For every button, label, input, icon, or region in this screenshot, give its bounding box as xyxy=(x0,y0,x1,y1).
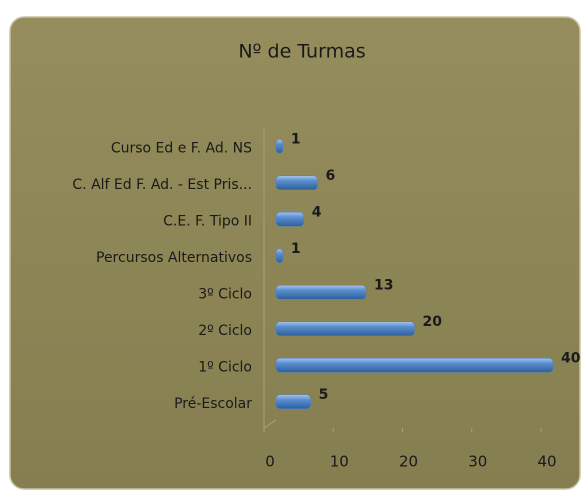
y-tick-label: Curso Ed e F. Ad. NS xyxy=(111,140,252,156)
value-label: 13 xyxy=(374,277,393,293)
bar xyxy=(275,139,284,154)
value-label: 5 xyxy=(319,387,329,403)
x-tick-label: 40 xyxy=(537,453,556,471)
bar xyxy=(275,394,311,409)
x-tick-label: 30 xyxy=(468,453,487,471)
value-label: 4 xyxy=(312,204,322,220)
y-tick-label: Pré-Escolar xyxy=(174,396,252,412)
value-label: 40 xyxy=(561,350,581,366)
bar xyxy=(275,248,284,263)
bar xyxy=(275,212,304,227)
bar xyxy=(275,285,367,300)
axis-depth xyxy=(263,419,277,429)
bar xyxy=(275,358,554,373)
y-tick-label: C. Alf Ed F. Ad. - Est Pris... xyxy=(72,177,252,193)
value-label: 1 xyxy=(291,131,301,147)
bar xyxy=(275,321,415,336)
y-tick-label: 3º Ciclo xyxy=(198,286,252,302)
x-tick-label: 20 xyxy=(399,453,418,471)
value-label: 20 xyxy=(423,314,443,330)
x-tick-label: 10 xyxy=(330,453,349,471)
value-label: 6 xyxy=(326,168,336,184)
y-tick-label: Percursos Alternativos xyxy=(96,250,252,266)
y-tick-label: 2º Ciclo xyxy=(198,323,252,339)
x-tick-label: 0 xyxy=(265,453,275,471)
value-label: 1 xyxy=(291,241,301,257)
bar xyxy=(275,175,318,190)
y-tick-label: 1º Ciclo xyxy=(198,359,252,375)
chart-title: Nº de Turmas xyxy=(238,41,365,63)
y-tick-label: C.E. F. Tipo II xyxy=(163,213,252,229)
